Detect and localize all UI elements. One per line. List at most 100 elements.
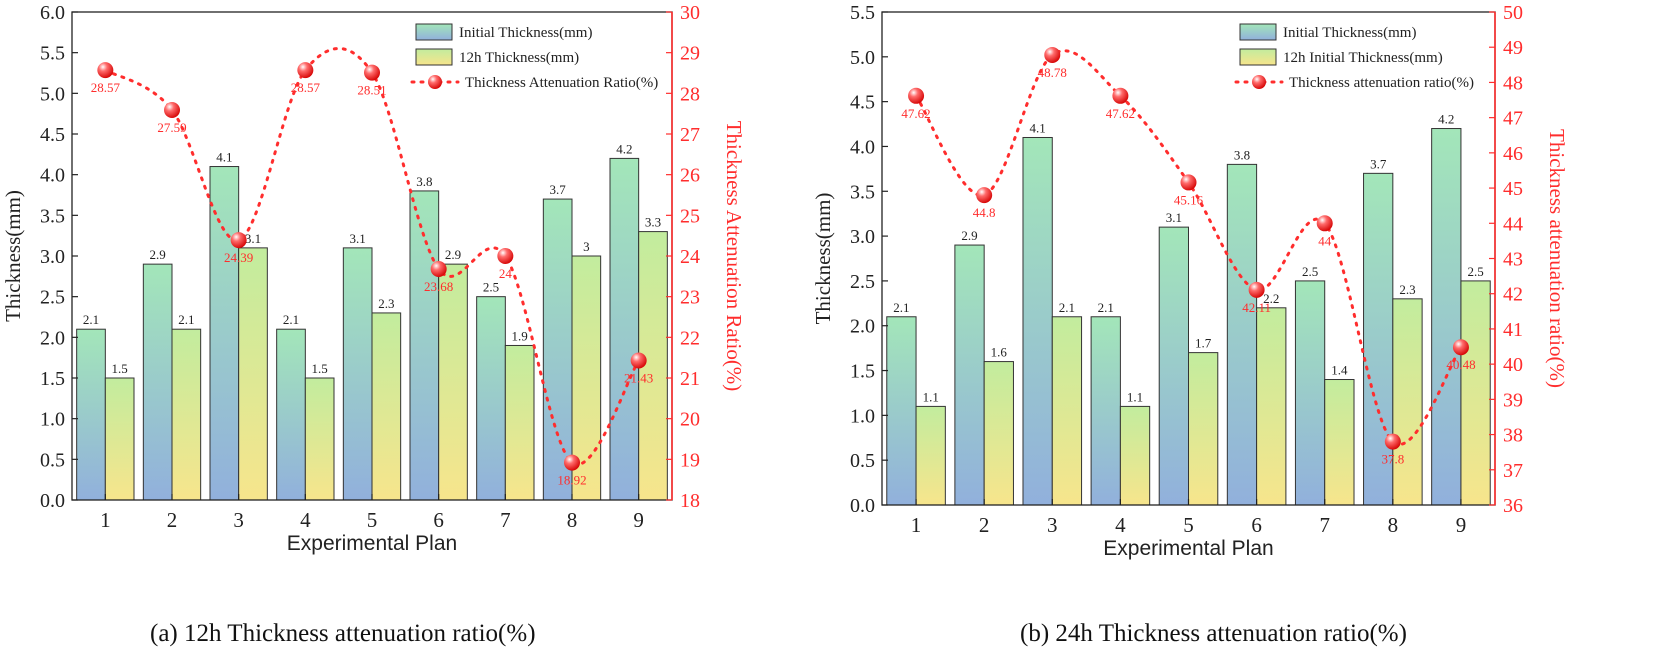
bar-value-label: 3.3 xyxy=(645,215,661,230)
bar-value-label: 2.3 xyxy=(1399,282,1415,297)
x-tick-label: 7 xyxy=(500,508,511,532)
bar-value-label: 1.6 xyxy=(991,345,1008,360)
ratio-point xyxy=(1384,433,1401,450)
bar-initial-thickness xyxy=(1431,128,1462,506)
bar-initial-thickness xyxy=(886,316,917,506)
bar-after-thickness xyxy=(1051,316,1083,506)
bar-after-thickness xyxy=(171,328,202,501)
bar-initial-thickness xyxy=(209,166,240,501)
legend: Initial Thickness(mm) 12h Thickness(mm) Th… xyxy=(410,23,658,91)
x-tick-label: 1 xyxy=(911,513,922,537)
ratio-value-label: 28.57 xyxy=(91,80,121,95)
left-tick-label: 0.5 xyxy=(850,450,875,472)
bar-value-label: 2.3 xyxy=(378,296,394,311)
bar-after-thickness xyxy=(104,377,135,501)
bar-value-label: 2.1 xyxy=(283,312,299,327)
y-axis-title: Thickness(mm) xyxy=(1,190,25,322)
ratio-point xyxy=(1180,174,1197,191)
legend-label: 12h Thickness(mm) xyxy=(459,50,579,66)
ratio-point xyxy=(908,87,925,104)
left-tick-label: 4.0 xyxy=(40,165,65,187)
ratio-point xyxy=(976,187,993,204)
bar-value-label: 2.1 xyxy=(1098,300,1114,315)
ratio-point xyxy=(1112,87,1129,104)
bar-value-label: 1.5 xyxy=(112,361,128,376)
right-tick-label: 46 xyxy=(1503,143,1523,165)
right-tick-label: 21 xyxy=(680,368,700,390)
x-tick-label: 9 xyxy=(633,508,644,532)
legend-swatch-after xyxy=(415,48,453,66)
ratio-point xyxy=(230,232,247,249)
left-tick-label: 5.5 xyxy=(40,43,65,65)
bar-value-label: 2.9 xyxy=(150,247,166,262)
left-tick-label: 1.5 xyxy=(850,361,875,383)
left-tick-label: 3.5 xyxy=(850,181,875,203)
ratio-point xyxy=(1044,46,1061,63)
left-tick-label: 4.0 xyxy=(850,136,875,158)
bar-value-label: 4.2 xyxy=(1438,112,1454,127)
legend-swatch-initial xyxy=(1239,23,1277,41)
left-tick-label: 1.0 xyxy=(850,405,875,427)
right-tick-label: 19 xyxy=(680,449,700,471)
bar-value-label: 3 xyxy=(583,239,590,254)
ratio-value-label: 45.16 xyxy=(1174,192,1204,207)
x-tick-label: 5 xyxy=(1183,513,1194,537)
ratio-point xyxy=(364,64,380,81)
x-tick-label: 4 xyxy=(300,508,311,532)
ratio-point xyxy=(164,102,180,119)
left-tick-label: 3.0 xyxy=(850,226,875,248)
caption-panel-a: (a) 12h Thickness attenuation ratio(%) xyxy=(150,620,536,647)
bar-initial-thickness xyxy=(609,157,640,501)
y-axis-title: Thickness(mm) xyxy=(811,193,835,325)
bar-after-thickness xyxy=(504,344,535,501)
bar-value-label: 1.5 xyxy=(312,361,328,376)
y2-axis-title: Thickness Attenuation Ratio(%) xyxy=(722,121,746,392)
right-tick-label: 30 xyxy=(680,2,700,24)
right-tick-label: 25 xyxy=(680,205,700,227)
right-tick-label: 23 xyxy=(680,287,700,309)
right-tick-label: 41 xyxy=(1503,319,1523,341)
right-tick-label: 24 xyxy=(680,246,700,268)
ratio-value-label: 21.43 xyxy=(624,371,653,386)
ratio-value-label: 47.62 xyxy=(1106,106,1135,121)
bar-initial-thickness xyxy=(342,247,373,501)
bar-initial-thickness xyxy=(76,328,106,501)
bar-after-thickness xyxy=(915,405,946,506)
ratio-point xyxy=(564,454,580,471)
x-tick-label: 3 xyxy=(1047,513,1058,537)
bar-value-label: 2.1 xyxy=(1059,300,1075,315)
bar-after-thickness xyxy=(1256,307,1287,506)
x-tick-label: 6 xyxy=(433,508,444,532)
bar-value-label: 2.1 xyxy=(178,312,194,327)
x-tick-label: 4 xyxy=(1115,513,1126,537)
left-tick-label: 1.5 xyxy=(40,368,65,390)
bar-value-label: 4.1 xyxy=(216,150,232,165)
bar-value-label: 3.7 xyxy=(1370,156,1387,171)
bar-initial-thickness xyxy=(276,328,306,501)
bar-after-thickness xyxy=(1119,405,1151,506)
ratio-point xyxy=(297,62,314,79)
bar-value-label: 1.1 xyxy=(1127,389,1143,404)
legend-label: 12h Initial Thickness(mm) xyxy=(1283,50,1443,66)
legend-swatch-point xyxy=(1252,75,1266,89)
bar-value-label: 3.8 xyxy=(416,174,432,189)
bar-value-label: 3.7 xyxy=(550,182,567,197)
left-tick-label: 2.0 xyxy=(850,316,875,338)
right-tick-label: 42 xyxy=(1503,284,1523,306)
right-tick-label: 48 xyxy=(1503,72,1523,94)
left-tick-label: 2.5 xyxy=(40,287,65,309)
bar-value-label: 1.4 xyxy=(1331,363,1348,378)
legend-swatch-after xyxy=(1239,48,1277,66)
bar-initial-thickness xyxy=(409,190,440,501)
x-tick-label: 3 xyxy=(233,508,244,532)
ratio-value-label: 48.78 xyxy=(1038,65,1067,80)
ratio-value-label: 42.11 xyxy=(1242,300,1271,315)
ratio-value-label: 28.57 xyxy=(291,80,321,95)
x-tick-label: 2 xyxy=(167,508,178,532)
bar-value-label: 1.1 xyxy=(923,389,939,404)
bar-value-label: 3.1 xyxy=(350,231,366,246)
ratio-value-label: 47.62 xyxy=(901,106,930,121)
chart-panel-b: 2.1 1.1 2.9 1.6 4.1 2.1 2.1 1.1 3.1 1.7 3.8 2.2 2.5 1… xyxy=(811,2,1569,560)
ratio-value-label: 18.92 xyxy=(557,473,586,488)
